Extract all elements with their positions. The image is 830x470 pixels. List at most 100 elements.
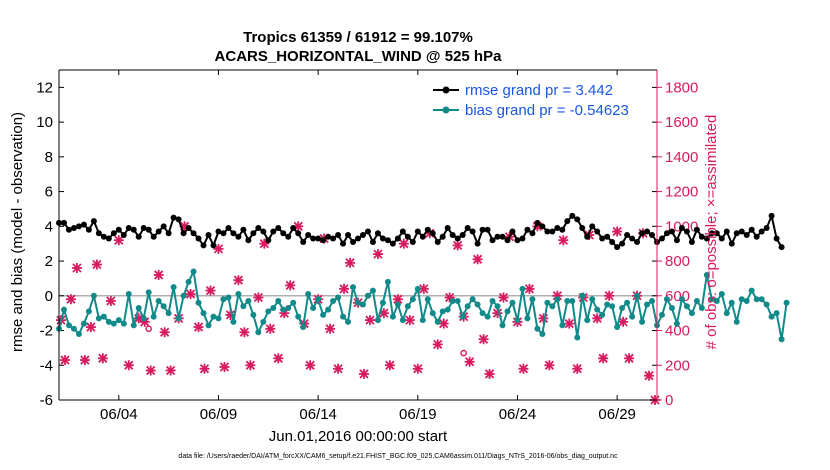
obs-possible-marker: [460, 349, 467, 357]
obs-assimilated-marker: [159, 327, 170, 338]
bias-point: [579, 292, 586, 299]
obs-assimilated-marker: [564, 318, 575, 329]
rmse-point: [594, 228, 601, 235]
obs-assimilated-marker: [91, 259, 102, 270]
rmse-point: [738, 228, 745, 235]
obs-assimilated-marker: [452, 240, 463, 251]
rmse-point: [718, 235, 725, 242]
bias-point: [60, 306, 67, 313]
rmse-point: [723, 228, 730, 235]
bias-point: [604, 301, 611, 308]
obs-assimilated-marker: [492, 308, 503, 319]
rmse-point: [693, 226, 700, 233]
bias-point: [75, 331, 82, 337]
rmse-point: [180, 230, 187, 237]
obs-assimilated-marker: [245, 360, 256, 371]
bias-point: [688, 310, 695, 317]
bias-point: [394, 301, 401, 308]
bias-point: [205, 322, 212, 329]
rmse-point: [145, 226, 152, 233]
bias-point: [374, 317, 381, 324]
rmse-point: [170, 214, 177, 221]
bias-point: [364, 292, 371, 299]
bias-point: [70, 325, 77, 332]
rmse-point: [773, 235, 780, 242]
rmse-point: [340, 240, 347, 247]
bias-point: [529, 296, 536, 303]
y-left-tick-label: -2: [40, 323, 53, 340]
bias-point: [180, 292, 187, 299]
bias-point: [170, 284, 177, 291]
bias-point: [504, 308, 511, 315]
obs-assimilated-marker: [604, 290, 615, 301]
y-left-tick-label: 0: [45, 288, 53, 305]
rmse-point: [484, 226, 491, 233]
obs-assimilated-marker: [524, 283, 535, 294]
bias-point: [464, 303, 471, 310]
bias-point: [634, 292, 641, 299]
rmse-point: [60, 219, 67, 226]
rmse-point: [414, 228, 421, 235]
bias-point: [649, 298, 656, 304]
bias-point: [668, 304, 675, 311]
bias-point: [454, 298, 461, 304]
bias-point: [743, 298, 750, 304]
bias-point: [270, 304, 277, 311]
obs-assimilated-marker: [65, 294, 76, 305]
rmse-point: [589, 223, 596, 230]
rmse-point: [663, 230, 670, 237]
rmse-point: [728, 240, 735, 247]
bias-point: [140, 315, 147, 322]
bias-point: [95, 315, 102, 322]
obs-assimilated-marker: [412, 363, 423, 374]
obs-assimilated-marker: [153, 269, 164, 280]
obs-assimilated-marker: [193, 322, 204, 333]
x-tick-label: 06/19: [399, 406, 437, 423]
bias-point: [265, 308, 272, 315]
bias-point: [300, 324, 307, 331]
rmse-point: [549, 228, 556, 235]
obs-assimilated-marker: [219, 362, 230, 372]
rmse-point: [634, 238, 641, 245]
rmse-point: [599, 235, 606, 242]
bias-point: [489, 298, 496, 304]
y-right-tick-label: 0: [665, 392, 673, 409]
rmse-point: [150, 233, 157, 240]
rmse-point: [330, 235, 337, 242]
rmse-point: [240, 226, 247, 233]
bias-point: [683, 303, 690, 310]
rmse-point: [504, 237, 511, 244]
x-tick-label: 06/24: [499, 406, 537, 423]
obs-assimilated-marker: [472, 254, 483, 265]
bias-point: [559, 322, 566, 329]
rmse-point: [195, 235, 202, 242]
bias-point: [330, 298, 337, 304]
rmse-point: [275, 225, 282, 232]
obs-assimilated-marker: [432, 339, 443, 350]
bias-point: [389, 313, 396, 320]
rmse-point: [160, 223, 167, 230]
rmse-point: [519, 235, 526, 242]
bias-point: [708, 296, 715, 303]
rmse-point: [280, 230, 287, 237]
rmse-point: [389, 240, 396, 247]
obs-assimilated-marker: [333, 363, 344, 374]
rmse-point: [529, 230, 536, 237]
rmse-point: [210, 242, 217, 249]
rmse-point: [559, 226, 566, 233]
obs-assimilated-marker: [265, 323, 276, 334]
rmse-point: [230, 230, 237, 237]
bias-point: [569, 298, 576, 304]
bias-point: [763, 301, 770, 308]
x-axis-label: Jun.01,2016 00:00:00 start: [269, 428, 448, 445]
y-right-tick-label: 400: [665, 323, 690, 340]
obs-assimilated-marker: [544, 360, 555, 371]
rmse-point: [424, 226, 431, 233]
bias-point: [185, 278, 192, 285]
bias-point: [165, 310, 172, 317]
bias-point: [90, 292, 97, 299]
rmse-point: [479, 226, 486, 233]
rmse-point: [763, 225, 770, 232]
rmse-point: [604, 233, 611, 240]
bias-point: [549, 303, 556, 310]
